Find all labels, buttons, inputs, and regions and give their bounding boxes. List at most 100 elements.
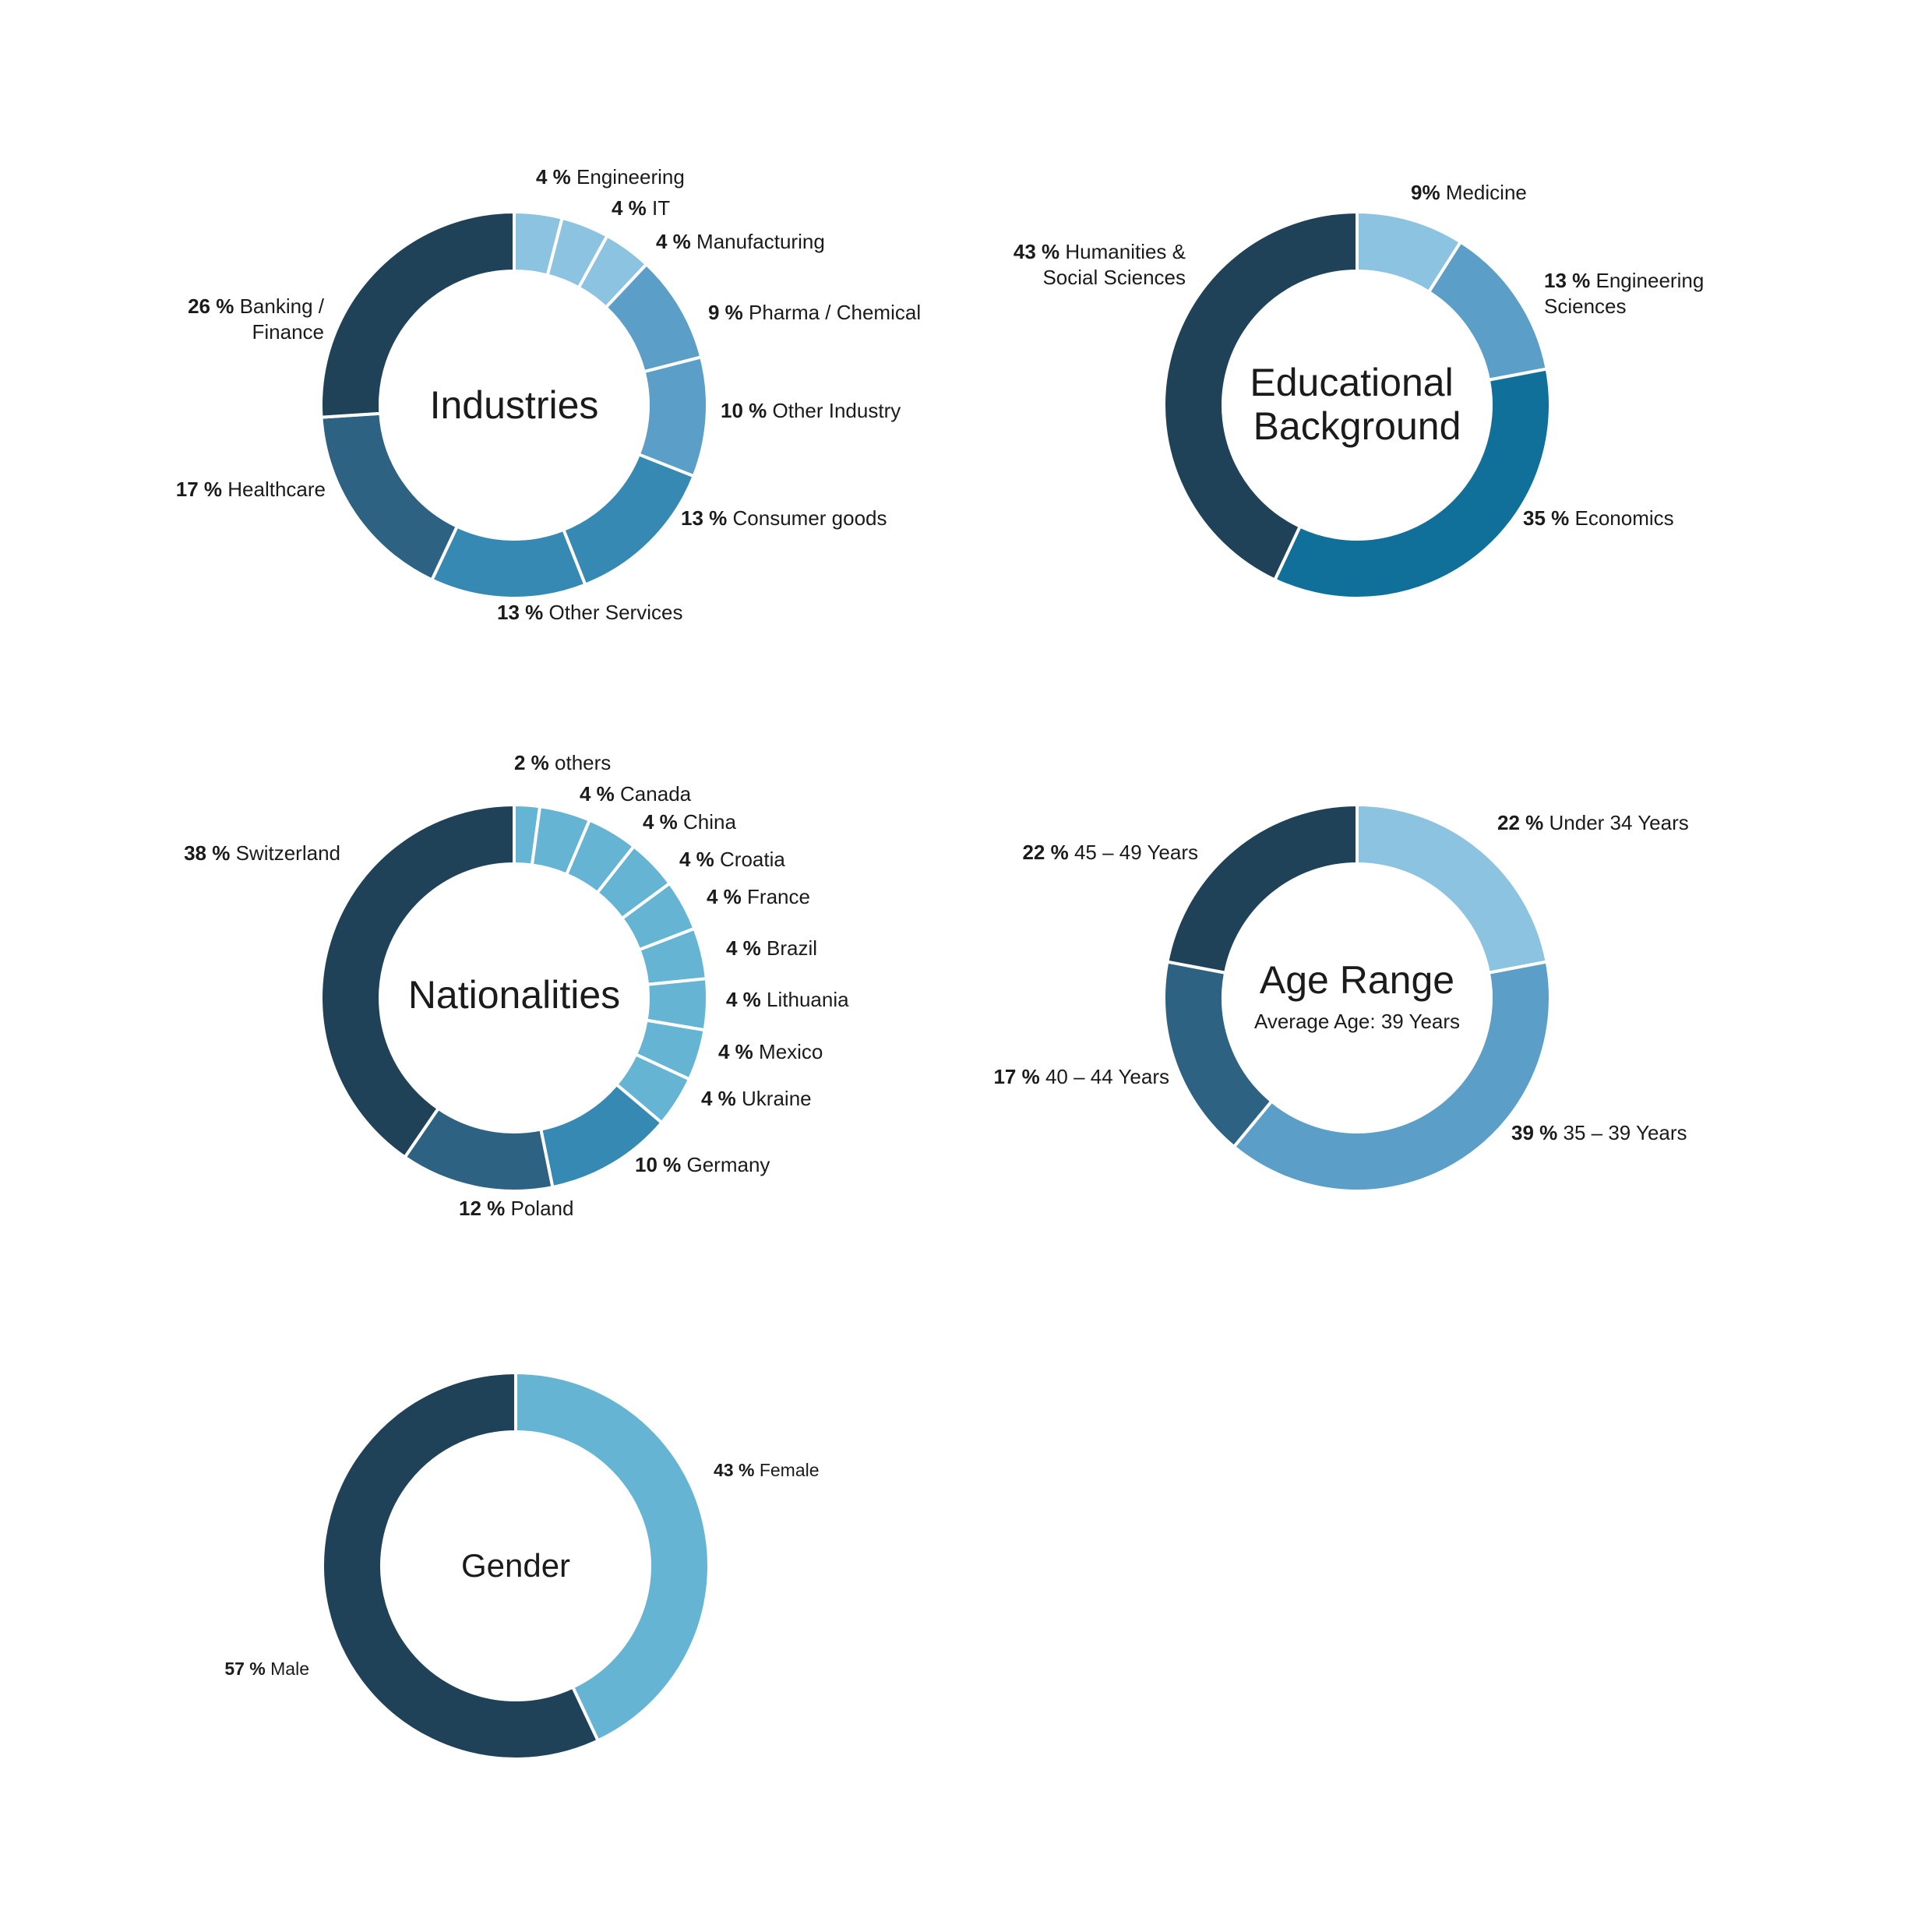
industries-slice-other-services <box>429 524 587 600</box>
nationalities-label-ukraine: 4 % Ukraine <box>701 1087 812 1110</box>
nationalities-label-category: Canada <box>620 782 692 806</box>
industries-slice-healthcare <box>319 411 460 583</box>
industries-label-category: IT <box>652 196 670 220</box>
industries-label-percent: 4 % <box>656 230 696 253</box>
age-range-slice-under-34-years <box>1356 802 1549 975</box>
educational-background-chart-title: Educational Background <box>1250 361 1464 448</box>
educational-background-slice-economics <box>1272 367 1552 600</box>
nationalities-label-china: 4 % China <box>643 810 737 834</box>
educational-background-label-engineering-sciences: 13 % Engineering Sciences <box>1544 269 1704 318</box>
industries-label-category: Other Industry <box>773 399 901 422</box>
educational-background-slice-humanities-social-sciences <box>1162 210 1359 583</box>
age-range-label-category: 35 – 39 Years <box>1564 1121 1687 1144</box>
gender-slice-female <box>514 1370 710 1743</box>
age-range-label-percent: 22 % <box>1022 841 1074 864</box>
age-range-label-45-49-years: 22 % 45 – 49 Years <box>1022 841 1198 864</box>
educational-background-label-percent: 35 % <box>1523 506 1575 530</box>
nationalities-label-france: 4 % France <box>707 885 810 908</box>
educational-background-slice-labels: 9% Medicine 13 % Engineering Sciences 35 % … <box>1014 181 1704 530</box>
gender-label-percent: 43 % <box>714 1460 760 1480</box>
gender-label-male: 57 % Male <box>224 1659 309 1679</box>
nationalities-label-poland: 12 % Poland <box>459 1197 573 1220</box>
gender-label-percent: 57 % <box>224 1659 270 1679</box>
nationalities-label-percent: 4 % <box>707 885 747 908</box>
educational-background-slices <box>1162 210 1552 600</box>
industries-label-category: Pharma / Chemical <box>749 301 921 324</box>
industries-label-category: Healthcare <box>227 478 326 501</box>
nationalities-slices <box>319 802 709 1193</box>
industries-label-percent: 9 % <box>708 301 749 324</box>
nationalities-label-brazil: 4 % Brazil <box>726 936 817 960</box>
age-range-label-percent: 17 % <box>993 1065 1045 1088</box>
nationalities-label-category: France <box>747 885 810 908</box>
nationalities-label-percent: 2 % <box>514 751 555 774</box>
educational-background-label-category: Humanities & <box>1065 240 1186 263</box>
age-range-label-percent: 39 % <box>1511 1121 1564 1144</box>
age-range-donut-chart: 22 % Under 34 Years 39 % 35 – 39 Years 17 … <box>993 802 1689 1193</box>
industries-label-category: Other Services <box>549 601 683 624</box>
industries-label-percent: 13 % <box>681 506 733 530</box>
industries-label-percent: 26 % <box>188 294 240 318</box>
nationalities-slice-switzerland <box>319 802 516 1160</box>
educational-background-label-percent: 9% <box>1411 181 1446 204</box>
industries-label-category: Engineering <box>576 165 685 189</box>
nationalities-label-category: others <box>555 751 611 774</box>
industries-label-healthcare: 17 % Healthcare <box>176 478 326 501</box>
nationalities-label-germany: 10 % Germany <box>635 1153 770 1176</box>
nationalities-label-category: Mexico <box>759 1040 823 1063</box>
age-range-label-percent: 22 % <box>1497 811 1549 834</box>
age-range-slice-labels: 22 % Under 34 Years 39 % 35 – 39 Years 17 … <box>993 811 1688 1144</box>
nationalities-label-percent: 4 % <box>679 848 720 871</box>
age-range-slice-35-39-years <box>1232 960 1552 1193</box>
industries-label-percent: 4 % <box>612 196 652 220</box>
industries-label-percent: 4 % <box>536 165 576 189</box>
educational-background-title-line-1: Educational <box>1250 361 1453 404</box>
age-range-slice-45-49-years <box>1165 802 1359 975</box>
nationalities-label-category: China <box>683 810 736 834</box>
nationalities-label-croatia: 4 % Croatia <box>679 848 785 871</box>
age-range-slices <box>1162 802 1552 1193</box>
gender-label-female: 43 % Female <box>714 1460 820 1480</box>
industries-label-percent: 13 % <box>497 601 549 624</box>
industries-label-percent: 17 % <box>176 478 228 501</box>
industries-label-manufacturing: 4 % Manufacturing <box>656 230 825 253</box>
nationalities-label-mexico: 4 % Mexico <box>718 1040 823 1063</box>
age-range-label-35-39-years: 39 % 35 – 39 Years <box>1511 1121 1687 1144</box>
nationalities-label-category: Brazil <box>767 936 817 960</box>
gender-label-category: Female <box>760 1460 820 1480</box>
industries-slice-banking-finance <box>319 210 516 419</box>
industries-slices <box>319 210 709 600</box>
educational-background-title-line-2: Background <box>1253 404 1461 448</box>
age-range-average-age: Average Age: 39 Years <box>1254 1010 1460 1033</box>
nationalities-label-category: Lithuania <box>767 988 849 1011</box>
industries-label-it: 4 % IT <box>612 196 670 220</box>
nationalities-chart-title: Nationalities <box>408 973 620 1017</box>
age-range-label-40-44-years: 17 % 40 – 44 Years <box>993 1065 1169 1088</box>
nationalities-label-percent: 4 % <box>580 782 620 806</box>
nationalities-label-percent: 12 % <box>459 1197 511 1220</box>
nationalities-label-category: Switzerland <box>236 841 340 865</box>
nationalities-label-category: Poland <box>511 1197 574 1220</box>
nationalities-label-percent: 4 % <box>726 936 767 960</box>
gender-label-category: Male <box>270 1659 309 1679</box>
educational-background-label-medicine: 9% Medicine <box>1411 181 1527 204</box>
educational-background-label-percent: 13 % <box>1544 269 1596 292</box>
age-range-label-category: Under 34 Years <box>1549 811 1689 834</box>
educational-background-label-humanities-social-sciences: 43 % Humanities & Social Sciences <box>1014 240 1186 289</box>
industries-label-category: Manufacturing <box>696 230 825 253</box>
industries-label-category: Consumer goods <box>733 506 887 530</box>
nationalities-label-category: Germany <box>687 1153 770 1176</box>
nationalities-label-percent: 4 % <box>726 988 767 1011</box>
nationalities-label-lithuania: 4 % Lithuania <box>726 988 849 1011</box>
nationalities-label-percent: 4 % <box>718 1040 759 1063</box>
nationalities-label-percent: 38 % <box>184 841 236 865</box>
educational-background-label-economics: 35 % Economics <box>1523 506 1674 530</box>
nationalities-label-category: Croatia <box>720 848 785 871</box>
educational-background-donut-chart: 9% Medicine 13 % Engineering Sciences 35 % … <box>1014 181 1704 600</box>
nationalities-label-switzerland: 38 % Switzerland <box>184 841 340 865</box>
industries-label-engineering: 4 % Engineering <box>536 165 685 189</box>
age-range-label-category: 40 – 44 Years <box>1045 1065 1169 1088</box>
